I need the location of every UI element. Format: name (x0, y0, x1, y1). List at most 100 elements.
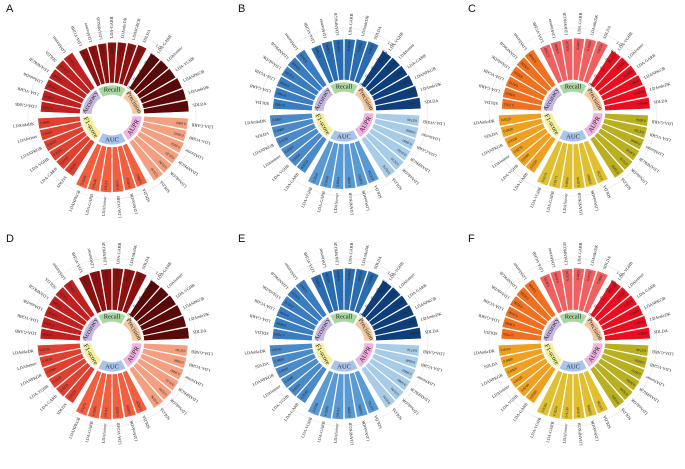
panel-f: F 0.8093 LDA-VGHB 0.8190 LDAformer 0.8290 LDAN… (468, 233, 674, 446)
bar-f1-score-lda-garb (525, 135, 557, 174)
method-label: LDANPKGB (643, 296, 666, 310)
bar-accuracy-sdlda (500, 328, 542, 341)
value-label: 0.7990 (276, 91, 287, 98)
bar-accuracy-ldanpkgb (515, 286, 553, 322)
value-label: 0.7990 (503, 332, 513, 337)
method-label: LDA-GARB (576, 12, 583, 34)
bar-accuracy-lda-garb (40, 101, 81, 114)
value-label: 0.8160 (279, 310, 290, 318)
method-label: LDA-GARB (191, 122, 213, 130)
hub-accuracy (81, 89, 102, 115)
value-label: 0.9190 (390, 386, 400, 396)
value-label: 0.8220 (513, 70, 524, 79)
method-label: LDA-VGHB (253, 298, 275, 312)
method-label: LDA-GARB (191, 349, 213, 357)
value-label: 0.9100 (397, 148, 408, 157)
method-label: LDAformer (282, 261, 298, 281)
panel-letter: F (468, 233, 475, 245)
method-label: LDAformer (283, 32, 299, 52)
method-label: SDLDA (391, 177, 403, 191)
value-label: 0.9276 (382, 164, 391, 174)
bar-recall-ldaformer (549, 269, 568, 312)
bar-recall-lda-garb (107, 41, 117, 84)
method-label: LDAformer (512, 32, 528, 52)
method-label: LDANPKGB (28, 56, 50, 73)
bar-recall-ldanpkgb (100, 268, 113, 311)
bar-auc-sdlda (354, 140, 380, 184)
metric-label: AUC (337, 363, 351, 370)
value-label: 0.8400 (507, 367, 518, 375)
bar-accuracy-ldamkrdk (280, 295, 320, 327)
method-label: LDANPKGB (333, 12, 340, 35)
value-label: 0.8790 (634, 128, 645, 135)
method-label: LDANPKGB (101, 242, 108, 265)
bar-accuracy-ldaformer (294, 278, 328, 319)
bar-precision-ldaformer (132, 59, 169, 95)
method-label: LDA-VGHB (29, 156, 50, 173)
bar-precision-ldaformer (364, 286, 402, 322)
method-label: LDAmkrDK (401, 398, 420, 416)
method-label: LDAformer (101, 422, 108, 443)
method-label: SDLDA (373, 255, 383, 270)
hub-recall (558, 81, 588, 95)
hub-precision (354, 316, 375, 342)
radial-tick-label: 0.8 (381, 278, 388, 285)
panel-e: E 0.8012 LDA-VGHB 0.8130 LDAformer 0.8260 LDAN… (238, 233, 445, 446)
bar-aupr-ldamkrdk (364, 362, 405, 401)
value-label: 0.8320 (513, 375, 524, 384)
value-label: 0.8960 (402, 368, 413, 376)
method-label: LDAmkrDK (188, 311, 210, 322)
bar-accuracy-ldamkrdk (280, 65, 320, 97)
value-label: 0.8330 (520, 61, 530, 71)
method-label: LDANPKGB (348, 422, 355, 445)
value-label: 0.8310 (52, 375, 63, 384)
bar-accuracy-ldanpkgb (48, 68, 88, 100)
bar-aupr-ldaformer (139, 353, 185, 381)
bar-auc-ldamkrdk (117, 372, 137, 418)
value-label: 0.8620 (400, 309, 411, 317)
hub-aupr (583, 342, 604, 368)
value-label: 0.8220 (387, 61, 397, 71)
method-label: LDA-VGHB (649, 362, 672, 373)
bar-f1-score-sdlda (64, 138, 96, 177)
bar-accuracy-ldamkrdk (509, 295, 549, 327)
method-label: LDA-VGHB (17, 86, 40, 97)
value-label: 0.8080 (554, 43, 560, 54)
bar-aupr-sdlda (589, 135, 625, 179)
bar-precision-ldanpkgb (371, 304, 415, 331)
method-label: SDLDA (484, 100, 498, 107)
method-label: LDAformer (547, 17, 557, 38)
method-label: LDAmkrDK (649, 81, 671, 92)
value-label: 0.9010 (576, 407, 581, 417)
bar-auc-lda-vghb (307, 370, 334, 417)
bar-precision-lda-vghb (136, 68, 177, 100)
hub-f1-score (313, 342, 334, 368)
value-label: 0.8430 (503, 127, 514, 134)
value-label: 0.8300 (284, 375, 295, 384)
outer-ring (259, 27, 429, 197)
bar-aupr-sdlda (360, 135, 396, 179)
radial-tick-label: 0.2 (593, 303, 600, 310)
bar-f1-score-ldanpkgb (42, 353, 85, 379)
metric-label: Recall (336, 313, 353, 320)
panel-letter: B (238, 3, 245, 15)
value-label: 0.9080 (565, 177, 570, 187)
value-label: 0.9245 (312, 172, 320, 183)
value-label: 0.8525 (125, 271, 131, 282)
method-label: LDAmkrDK (490, 284, 510, 300)
bar-aupr-ldaformer (600, 353, 646, 381)
value-label: 0.9030 (625, 148, 636, 157)
value-label: 0.8180 (520, 153, 530, 163)
method-label: SDLDA (602, 25, 612, 40)
bar-recall-ldaformer (88, 270, 107, 312)
value-label: 0.8530 (357, 271, 363, 282)
bar-precision-sdlda (604, 327, 651, 341)
bar-auc-ldanpkgb (572, 143, 586, 190)
method-label: LDAformer (511, 261, 527, 281)
bar-aupr-lda-garb (604, 343, 649, 357)
bar-precision-lda-garb (368, 294, 409, 327)
bar-accuracy-sdlda (55, 59, 92, 95)
bar-precision-sdlda (375, 327, 422, 341)
method-label: LDA-VGHB (303, 22, 316, 44)
bar-f1-score-lda-vghb (287, 132, 324, 167)
